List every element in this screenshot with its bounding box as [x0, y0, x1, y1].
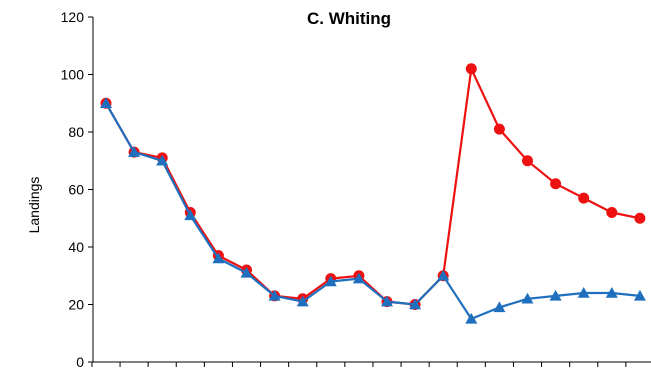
- data-point: [296, 295, 309, 307]
- data-point: [212, 252, 225, 264]
- chart-series: [100, 63, 646, 324]
- data-point: [352, 272, 365, 284]
- chart-axes: 0 20 40 60 80 100 120: [61, 9, 651, 370]
- y-tick-label: 80: [68, 124, 84, 140]
- data-point: [493, 123, 505, 135]
- data-point: [634, 212, 646, 224]
- data-point: [128, 146, 141, 157]
- data-point: [549, 289, 562, 301]
- data-point: [493, 301, 506, 313]
- y-tick-label: 120: [61, 9, 85, 25]
- data-point: [606, 207, 618, 218]
- y-axis-label: Landings: [26, 177, 42, 234]
- data-point: [100, 97, 112, 109]
- data-point: [437, 269, 450, 281]
- data-point: [633, 289, 646, 301]
- data-point: [268, 289, 281, 301]
- chart-title: C. Whiting: [307, 9, 391, 28]
- series-line: [105, 102, 641, 320]
- series-2: [100, 97, 646, 324]
- series-1: [100, 63, 646, 310]
- data-point: [465, 63, 477, 75]
- data-point: [577, 287, 590, 298]
- data-point: [240, 266, 253, 278]
- data-point: [381, 295, 393, 307]
- data-point: [184, 209, 197, 221]
- y-tick-label: 20: [68, 297, 84, 313]
- y-tick-label: 100: [61, 67, 85, 83]
- data-point: [550, 178, 562, 190]
- data-point: [465, 312, 478, 324]
- data-point: [409, 298, 422, 310]
- y-tick-label: 40: [68, 239, 84, 255]
- data-point: [578, 192, 590, 204]
- data-point: [605, 287, 618, 298]
- data-point: [522, 155, 533, 167]
- data-point: [521, 292, 534, 304]
- data-point: [324, 275, 337, 287]
- data-point: [156, 154, 169, 166]
- y-tick-label: 0: [76, 354, 84, 370]
- y-tick-label: 60: [68, 182, 84, 198]
